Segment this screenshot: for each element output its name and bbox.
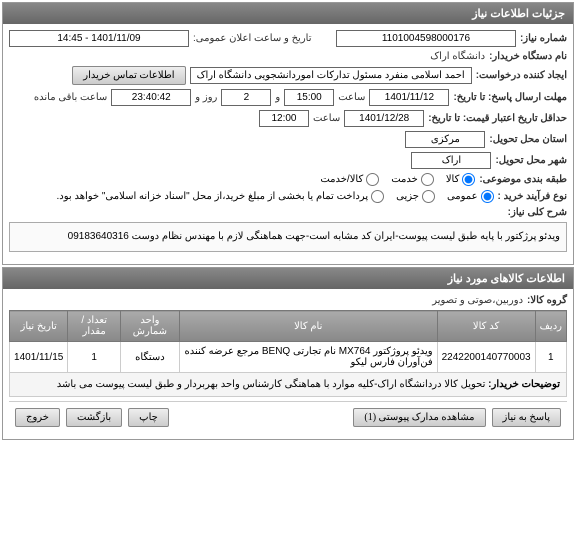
panel2-body: گروه کالا: دوربین،صوتی و تصویر ردیف کد ک… xyxy=(3,289,573,439)
category-label: طبقه بندی موضوعی: xyxy=(479,174,567,185)
proc-normal-radio[interactable] xyxy=(481,190,494,203)
creator-field: احمد اسلامی منفرد مسئول تدارکات اموردانش… xyxy=(190,67,472,84)
validity-label: حداقل تاریخ اعتبار قیمت: تا تاریخ: xyxy=(428,113,567,124)
r1-row: 1 xyxy=(535,342,566,373)
need-number-field: 1101004598000176 xyxy=(336,30,516,47)
cat-service-item[interactable]: خدمت xyxy=(391,173,434,186)
group-label: گروه کالا: xyxy=(527,295,567,306)
need-number-label: شماره نیاز: xyxy=(520,33,567,44)
cat-goods-item[interactable]: کالا xyxy=(446,173,476,186)
th-qty: تعداد / مقدار xyxy=(68,311,121,342)
th-date: تاریخ نیاز xyxy=(10,311,68,342)
back-button[interactable]: بازگشت xyxy=(66,408,122,427)
r1-name: ویدئو پروژکتور MX764 نام تجارتی BENQ مرج… xyxy=(179,342,437,373)
desc-box: ویدئو پرژکتور با پایه طبق لیست پیوست-ایر… xyxy=(9,222,567,252)
proc-note-radio[interactable] xyxy=(371,190,384,203)
reply-button[interactable]: پاسخ به نیاز xyxy=(492,408,562,427)
province-field: مرکزی xyxy=(405,131,485,148)
note-text: تحویل کالا دردانشگاه اراک-کلیه موارد با … xyxy=(57,379,486,390)
docs-button[interactable]: مشاهده مدارک پیوستی (1) xyxy=(353,408,485,427)
note-label: توضیحات خریدار: xyxy=(488,379,560,390)
cat-service-label: خدمت xyxy=(391,174,418,185)
desc-label: شرح کلی نیاز: xyxy=(508,207,567,218)
buyer-label: نام دستگاه خریدار: xyxy=(489,51,567,62)
process-radio-group: عمومی جزیی پرداخت تمام یا بخشی از مبلغ خ… xyxy=(57,190,494,203)
table-header-row: ردیف کد کالا نام کالا واحد شمارش تعداد /… xyxy=(10,311,567,342)
announce-field: 1401/11/09 - 14:45 xyxy=(9,30,189,47)
proc-partial-label: جزیی xyxy=(396,191,419,202)
group-value: دوربین،صوتی و تصویر xyxy=(432,295,523,306)
time-label-2: ساعت xyxy=(313,113,340,124)
contact-buyer-button[interactable]: اطلاعات تماس خریدار xyxy=(72,66,185,85)
proc-partial-item[interactable]: جزیی xyxy=(396,190,435,203)
province-label: استان محل تحویل: xyxy=(489,134,567,145)
days-label: روز و xyxy=(195,92,217,103)
proc-normal-item[interactable]: عمومی xyxy=(447,190,494,203)
and-label: و xyxy=(275,92,280,103)
panel1-title: جزئیات اطلاعات نیاز xyxy=(3,3,573,24)
deadline-date-field: 1401/11/12 xyxy=(369,89,449,106)
deadline-label: مهلت ارسال پاسخ: تا تاریخ: xyxy=(453,92,567,103)
th-code: کد کالا xyxy=(437,311,535,342)
city-field: اراک xyxy=(411,152,491,169)
proc-note-item[interactable]: پرداخت تمام یا بخشی از مبلغ خرید،از محل … xyxy=(57,190,385,203)
r1-qty: 1 xyxy=(68,342,121,373)
th-name: نام کالا xyxy=(179,311,437,342)
category-radio-group: کالا خدمت کالا/خدمت xyxy=(320,173,475,186)
exit-button[interactable]: خروج xyxy=(15,408,60,427)
proc-note-label: پرداخت تمام یا بخشی از مبلغ خرید،از محل … xyxy=(57,191,369,202)
days-field: 2 xyxy=(221,89,271,106)
proc-partial-radio[interactable] xyxy=(422,190,435,203)
proc-normal-label: عمومی xyxy=(447,191,478,202)
r1-code: 2242200140770003 xyxy=(437,342,535,373)
creator-label: ایجاد کننده درخواست: xyxy=(476,70,567,81)
validity-date-field: 1401/12/28 xyxy=(344,110,424,127)
goods-info-panel: اطلاعات کالاهای مورد نیاز گروه کالا: دور… xyxy=(2,267,574,440)
panel1-body: شماره نیاز: 1101004598000176 تاریخ و ساع… xyxy=(3,24,573,264)
goods-table: ردیف کد کالا نام کالا واحد شمارش تعداد /… xyxy=(9,310,567,397)
r1-date: 1401/11/15 xyxy=(10,342,68,373)
cat-both-label: کالا/خدمت xyxy=(320,174,363,185)
table-row: 1 2242200140770003 ویدئو پروژکتور MX764 … xyxy=(10,342,567,373)
announce-label: تاریخ و ساعت اعلان عمومی: xyxy=(193,33,312,44)
th-unit: واحد شمارش xyxy=(120,311,179,342)
footer-bar: پاسخ به نیاز مشاهده مدارک پیوستی (1) چاپ… xyxy=(9,401,567,433)
cat-goods-radio[interactable] xyxy=(462,173,475,186)
th-row: ردیف xyxy=(535,311,566,342)
note-row: توضیحات خریدار: تحویل کالا دردانشگاه ارا… xyxy=(10,373,567,397)
r1-unit: دستگاه xyxy=(120,342,179,373)
need-details-panel: جزئیات اطلاعات نیاز شماره نیاز: 11010045… xyxy=(2,2,574,265)
time-label-1: ساعت xyxy=(338,92,365,103)
remaining-field: 23:40:42 xyxy=(111,89,191,106)
note-cell: توضیحات خریدار: تحویل کالا دردانشگاه ارا… xyxy=(10,373,567,397)
buyer-value: دانشگاه اراک xyxy=(430,51,485,62)
panel2-title: اطلاعات کالاهای مورد نیاز xyxy=(3,268,573,289)
print-button[interactable]: چاپ xyxy=(128,408,169,427)
cat-goods-label: کالا xyxy=(446,174,460,185)
validity-time-field: 12:00 xyxy=(259,110,309,127)
cat-both-radio[interactable] xyxy=(366,173,379,186)
process-label: نوع فرآیند خرید : xyxy=(498,191,567,202)
deadline-time-field: 15:00 xyxy=(284,89,334,106)
remaining-label: ساعت باقی مانده xyxy=(34,92,107,103)
city-label: شهر محل تحویل: xyxy=(495,155,567,166)
cat-service-radio[interactable] xyxy=(421,173,434,186)
cat-both-item[interactable]: کالا/خدمت xyxy=(320,173,379,186)
